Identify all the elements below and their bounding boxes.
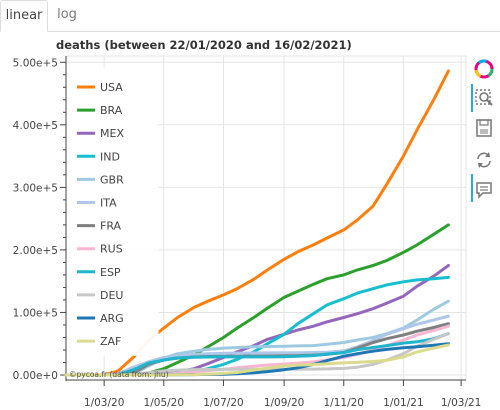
series-line-zaf <box>64 343 450 377</box>
legend-label-zaf: ZAF <box>100 335 121 348</box>
chart-toolbar <box>468 54 500 214</box>
y-tick-label: 3.00e+5 <box>13 182 58 194</box>
active-tool-indicator <box>471 84 473 112</box>
bokeh-logo-icon[interactable] <box>472 57 496 81</box>
watermark-text: ©pycoa.fr (data from: jhu) <box>69 370 169 379</box>
x-tick-label: 1/07/20 <box>203 397 243 409</box>
legend-label-arg: ARG <box>100 312 124 325</box>
legend-label-rus: RUS <box>100 243 123 256</box>
tab-bar: linear log <box>0 0 500 32</box>
box-zoom-icon[interactable] <box>472 86 496 110</box>
legend-label-fra: FRA <box>100 220 122 233</box>
legend-label-deu: DEU <box>100 289 123 302</box>
y-tick-label: 0.00e+0 <box>13 370 58 382</box>
x-tick-label: 1/11/20 <box>324 397 364 409</box>
series-line-esp <box>64 332 450 377</box>
legend-label-usa: USA <box>100 81 123 94</box>
legend-box <box>67 67 159 356</box>
x-tick-label: 1/09/20 <box>264 397 304 409</box>
legend-label-ind: IND <box>100 150 120 163</box>
y-tick-label: 2.00e+5 <box>13 245 58 257</box>
x-tick-label: 1/05/20 <box>144 397 184 409</box>
legend-label-bra: BRA <box>100 104 123 117</box>
chart-title: deaths (between 22/01/2020 and 16/02/202… <box>56 38 352 52</box>
legend-label-gbr: GBR <box>100 173 124 186</box>
y-tick-label: 4.00e+5 <box>13 120 58 132</box>
y-tick-label: 1.00e+5 <box>13 307 58 319</box>
legend-label-esp: ESP <box>100 266 121 279</box>
y-tick-label: 5.00e+5 <box>13 57 58 69</box>
x-tick-label: 1/01/21 <box>383 397 423 409</box>
tab-log[interactable]: log <box>57 7 77 22</box>
hover-tooltip-icon[interactable] <box>472 178 496 202</box>
save-icon[interactable] <box>472 116 496 140</box>
active-tool-indicator-2 <box>471 174 473 202</box>
legend-label-mex: MEX <box>100 127 124 140</box>
x-tick-label: 1/03/21 <box>441 397 481 409</box>
reset-icon[interactable] <box>472 148 496 172</box>
legend-label-ita: ITA <box>100 197 117 210</box>
tab-linear[interactable]: linear <box>0 0 48 32</box>
x-tick-label: 1/03/20 <box>84 397 124 409</box>
